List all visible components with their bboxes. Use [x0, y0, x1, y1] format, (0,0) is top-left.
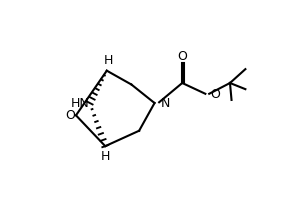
Text: N: N	[161, 96, 170, 110]
Text: O: O	[211, 88, 220, 101]
Text: O: O	[66, 109, 76, 122]
Text: HN: HN	[71, 96, 90, 110]
Text: H: H	[104, 54, 113, 67]
Text: H: H	[101, 150, 110, 163]
Text: O: O	[177, 50, 187, 63]
